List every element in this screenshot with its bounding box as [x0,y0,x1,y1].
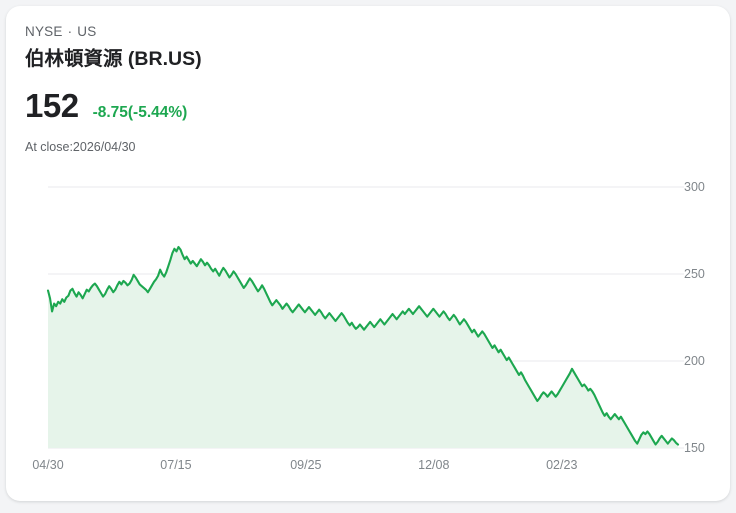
at-close-timestamp: At close:2026/04/30 [25,140,136,154]
y-axis-tick: 150 [684,441,705,455]
y-axis-labels: 300 250 200 150 [6,166,730,486]
y-axis-tick: 300 [684,180,705,194]
chart-area-fill [48,247,678,448]
price-chart[interactable]: 300 250 200 150 04/30 07/15 09/25 12/08 02/23 [6,166,730,486]
company-name: 伯林頓資源 (BR.US) [25,48,202,70]
region-label: US [77,24,97,39]
x-axis-tick: 02/23 [546,458,578,472]
x-axis-tick: 07/15 [160,458,192,472]
exchange-row: NYSE · US [25,23,685,41]
chart-line [46,245,680,446]
current-price: 152 [25,87,79,124]
price-row: 152 -8.75(-5.44%) [25,87,685,125]
exchange-name: NYSE [25,24,63,39]
x-axis-labels: 04/30 07/15 09/25 12/08 02/23 [6,166,730,486]
stock-quote-card: NYSE · US 伯林頓資源 (BR.US) 152 -8.75(-5.44%) … [6,6,730,501]
y-axis-tick: 200 [684,354,705,368]
x-axis-tick: 12/08 [418,458,450,472]
quote-header: NYSE · US 伯林頓資源 (BR.US) 152 -8.75(-5.44%) … [25,23,685,155]
x-axis-tick: 04/30 [32,458,64,472]
separator-dot: · [67,24,73,39]
x-axis-tick: 09/25 [290,458,322,472]
y-axis-tick: 250 [684,267,705,281]
price-change: -8.75(-5.44%) [92,104,188,121]
chart-canvas [46,186,684,449]
